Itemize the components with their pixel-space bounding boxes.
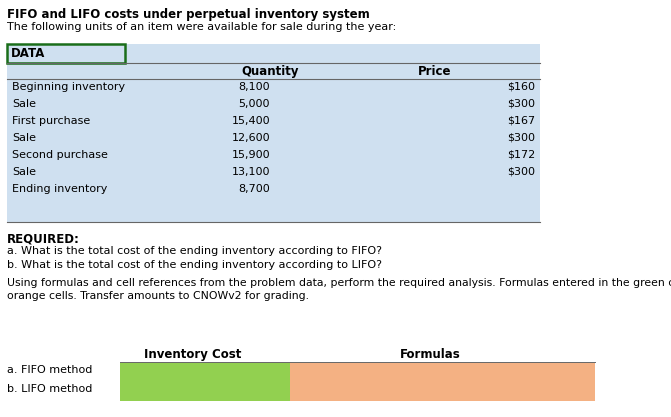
Text: b. What is the total cost of the ending inventory according to LIFO?: b. What is the total cost of the ending … <box>7 260 382 270</box>
Text: 5,000: 5,000 <box>238 98 270 108</box>
Text: orange cells. Transfer amounts to CNOWv2 for grading.: orange cells. Transfer amounts to CNOWv2… <box>7 291 309 301</box>
Text: 8,700: 8,700 <box>238 183 270 193</box>
Text: a. What is the total cost of the ending inventory according to FIFO?: a. What is the total cost of the ending … <box>7 246 382 256</box>
Text: 15,400: 15,400 <box>231 116 270 126</box>
Text: Inventory Cost: Inventory Cost <box>144 348 242 361</box>
Bar <box>120 363 290 382</box>
Text: 12,600: 12,600 <box>231 133 270 143</box>
Text: $160: $160 <box>507 81 535 91</box>
Text: 15,900: 15,900 <box>231 150 270 159</box>
Text: 13,100: 13,100 <box>231 166 270 176</box>
Text: 8,100: 8,100 <box>238 81 270 91</box>
Text: Second purchase: Second purchase <box>12 150 108 159</box>
Text: Beginning inventory: Beginning inventory <box>12 81 125 91</box>
Bar <box>120 382 290 401</box>
Text: Sale: Sale <box>12 166 36 176</box>
Text: Using formulas and cell references from the problem data, perform the required a: Using formulas and cell references from … <box>7 278 671 288</box>
Text: First purchase: First purchase <box>12 116 91 126</box>
Text: Quantity: Quantity <box>242 65 299 78</box>
Bar <box>290 382 595 401</box>
Text: Formulas: Formulas <box>400 348 460 361</box>
Text: Price: Price <box>418 65 452 78</box>
Text: DATA: DATA <box>11 47 46 60</box>
Text: The following units of an item were available for sale during the year:: The following units of an item were avai… <box>7 22 397 32</box>
Text: FIFO and LIFO costs under perpetual inventory system: FIFO and LIFO costs under perpetual inve… <box>7 8 370 21</box>
Text: Sale: Sale <box>12 133 36 143</box>
Text: $300: $300 <box>507 133 535 143</box>
Text: Sale: Sale <box>12 98 36 108</box>
Text: a. FIFO method: a. FIFO method <box>7 365 93 375</box>
Text: REQUIRED:: REQUIRED: <box>7 232 80 245</box>
Text: $300: $300 <box>507 98 535 108</box>
Text: $300: $300 <box>507 166 535 176</box>
Bar <box>290 363 595 382</box>
Text: $172: $172 <box>507 150 535 159</box>
Text: b. LIFO method: b. LIFO method <box>7 384 93 394</box>
Bar <box>7 44 540 222</box>
Text: $167: $167 <box>507 116 535 126</box>
Bar <box>7 44 125 63</box>
Text: Ending inventory: Ending inventory <box>12 183 107 193</box>
